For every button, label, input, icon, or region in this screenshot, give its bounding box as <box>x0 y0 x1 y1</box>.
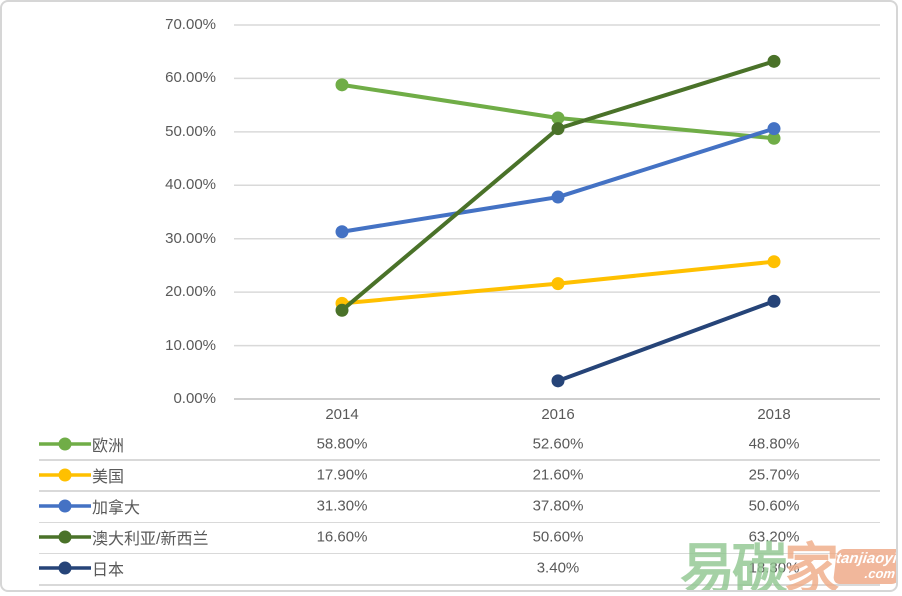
x-tick-label: 2014 <box>325 406 359 423</box>
table-row-divider <box>39 490 880 492</box>
data-point <box>335 78 349 92</box>
table-cell: 50.60% <box>532 528 584 546</box>
data-point <box>767 122 781 136</box>
legend-label: 加拿大 <box>92 499 141 517</box>
data-point <box>767 255 781 269</box>
data-point <box>551 277 565 291</box>
data-point <box>551 190 565 204</box>
data-point <box>551 374 565 388</box>
y-tick-label: 50.00% <box>165 122 216 140</box>
table-row: 澳大利亚/新西兰 16.60% 50.60% 63.20% <box>2 522 896 553</box>
table-row-divider <box>39 584 880 586</box>
table-cell: 3.40% <box>536 559 580 577</box>
legend-key-icon <box>39 499 91 513</box>
table-row: 日本 3.40% 18.30% <box>2 553 896 584</box>
data-point <box>767 131 781 145</box>
y-tick-label: 30.00% <box>165 229 216 247</box>
legend-key-icon <box>39 437 91 451</box>
legend-label: 日本 <box>92 562 125 580</box>
table-cell: 52.60% <box>532 435 584 453</box>
y-tick-label: 60.00% <box>165 69 216 87</box>
table-row: 欧洲 58.80% 52.60% 48.80% <box>2 428 896 459</box>
table-cell: 17.90% <box>316 466 368 484</box>
table-cell: 48.80% <box>748 435 800 453</box>
series-line-2 <box>340 126 776 234</box>
table-cell: 58.80% <box>316 435 368 453</box>
y-tick-label: 10.00% <box>165 336 216 354</box>
watermark-badge-line2: .com <box>863 566 897 581</box>
data-point <box>767 294 781 308</box>
table-cell: 31.30% <box>316 497 368 515</box>
table-cell: 63.20% <box>748 528 800 546</box>
table-cell: 21.60% <box>532 466 584 484</box>
table-row-divider <box>39 521 880 524</box>
legend-label: 欧洲 <box>92 437 125 455</box>
data-point <box>767 54 781 68</box>
x-tick-label: 2016 <box>541 406 575 423</box>
table-cell: 25.70% <box>748 466 800 484</box>
y-tick-label: 70.00% <box>165 16 216 33</box>
table-row-divider <box>39 459 880 461</box>
data-point <box>551 122 565 136</box>
y-tick-label: 0.00% <box>173 390 216 407</box>
table-cell: 16.60% <box>316 528 368 546</box>
table-row: 美国 17.90% 21.60% 25.70% <box>2 459 896 490</box>
data-point <box>335 225 349 239</box>
watermark-badge-line1: tanjiaoyi <box>835 550 898 567</box>
y-tick-label: 20.00% <box>165 283 216 301</box>
legend-key-icon <box>39 561 91 575</box>
line-chart-canvas <box>234 24 880 400</box>
y-tick-label: 40.00% <box>165 176 216 194</box>
series-line-4 <box>556 299 776 383</box>
table-cell: 37.80% <box>532 497 584 515</box>
table-cell: 18.30% <box>748 559 800 577</box>
table-row: 加拿大 31.30% 37.80% 50.60% <box>2 490 896 521</box>
table-cell: 50.60% <box>748 497 800 515</box>
legend-key-icon <box>39 530 91 544</box>
watermark-badge: tanjiaoyi .com <box>832 549 898 584</box>
legend-key-icon <box>39 468 91 482</box>
legend-label: 澳大利亚/新西兰 <box>92 531 209 549</box>
data-point <box>335 303 349 317</box>
legend-label: 美国 <box>92 468 125 486</box>
x-tick-label: 2018 <box>757 406 791 423</box>
table-row-divider <box>39 552 880 555</box>
data-point <box>551 111 565 125</box>
